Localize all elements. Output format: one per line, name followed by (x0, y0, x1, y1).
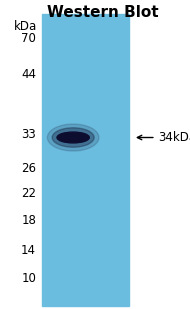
Text: 33: 33 (21, 128, 36, 141)
Ellipse shape (47, 124, 99, 151)
Text: 10: 10 (21, 272, 36, 285)
Text: 22: 22 (21, 187, 36, 200)
Text: 70: 70 (21, 32, 36, 45)
Text: 34kDa: 34kDa (158, 131, 190, 144)
Text: Western Blot: Western Blot (47, 5, 158, 20)
Ellipse shape (52, 128, 94, 147)
Text: kDa: kDa (14, 20, 37, 33)
Ellipse shape (57, 132, 89, 143)
Text: 14: 14 (21, 244, 36, 257)
Text: 18: 18 (21, 214, 36, 227)
Text: 44: 44 (21, 68, 36, 81)
Bar (42, 14, 129, 306)
Text: 26: 26 (21, 162, 36, 175)
